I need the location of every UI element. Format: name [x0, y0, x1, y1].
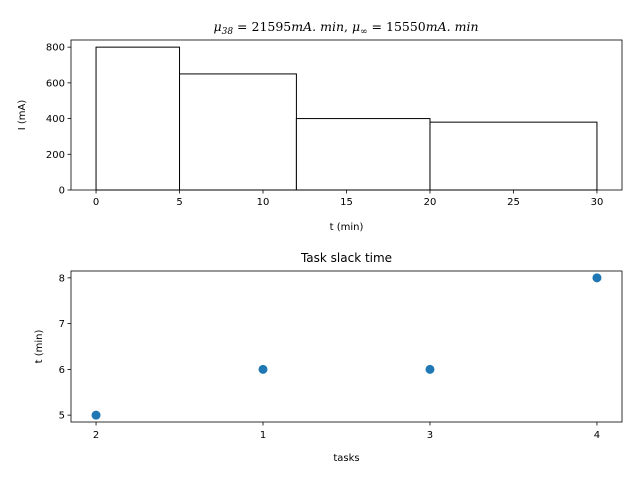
bar — [295, 118, 431, 191]
x-tick-label: 30 — [591, 197, 604, 208]
y-tick-label: 7 — [59, 319, 65, 330]
x-tick-label: 0 — [93, 197, 99, 208]
x-tick-label: 2 — [93, 430, 99, 441]
bar — [179, 73, 297, 191]
y-tick-label: 600 — [46, 78, 65, 89]
x-axis-label: t (min) — [330, 222, 364, 233]
title-value: = 21595 — [233, 19, 291, 34]
x-tick-label: 4 — [594, 430, 600, 441]
x-tick-label: 3 — [427, 430, 433, 441]
bars — [95, 46, 598, 191]
title-sub: ∞ — [360, 27, 368, 37]
plot-frame — [70, 39, 623, 191]
x-tick-label: 10 — [257, 197, 270, 208]
chart-title: μ38 = 21595mA. min, μ∞ = 15550mA. min — [214, 19, 479, 37]
y-tick-label: 200 — [46, 150, 65, 161]
y-axis-ticks: 5 6 7 8 — [59, 273, 71, 422]
data-point — [91, 410, 101, 420]
x-axis-label: tasks — [333, 453, 359, 464]
y-tick-label: 6 — [59, 365, 65, 376]
y-tick-label: 800 — [46, 43, 65, 54]
x-tick-label: 25 — [507, 197, 520, 208]
y-axis-label: I (mA) — [17, 100, 28, 131]
title-value: = 15550 — [368, 19, 426, 34]
x-axis-ticks: 2 1 3 4 — [93, 422, 600, 441]
x-tick-label: 5 — [176, 197, 182, 208]
data-point — [425, 364, 435, 374]
y-tick-label: 5 — [59, 411, 65, 422]
title-sep: , — [344, 19, 352, 34]
x-tick-label: 15 — [340, 197, 353, 208]
points — [91, 273, 602, 420]
data-point — [592, 273, 602, 283]
y-axis-ticks: 0 200 400 600 800 — [46, 43, 71, 197]
y-tick-label: 400 — [46, 114, 65, 125]
x-tick-label: 20 — [424, 197, 437, 208]
title-unit: mA. min — [291, 19, 344, 34]
title-unit: mA. min — [426, 19, 479, 34]
title-mu: μ — [214, 19, 222, 34]
slack-time-chart: Task slack time 2 1 3 4 5 6 7 8 tasks t (min) — [34, 251, 623, 464]
bar — [95, 46, 181, 191]
x-tick-label: 1 — [260, 430, 266, 441]
chart-title: Task slack time — [300, 251, 392, 265]
y-tick-label: 0 — [59, 186, 65, 197]
data-point — [258, 364, 268, 374]
plot-frame — [70, 270, 623, 423]
title-sub: 38 — [222, 27, 234, 37]
y-axis-label: t (min) — [34, 330, 45, 364]
bar — [429, 121, 598, 191]
x-axis-ticks: 0 5 10 15 20 25 30 — [93, 190, 603, 208]
y-tick-label: 8 — [59, 273, 65, 284]
title-mu: μ — [352, 19, 360, 34]
